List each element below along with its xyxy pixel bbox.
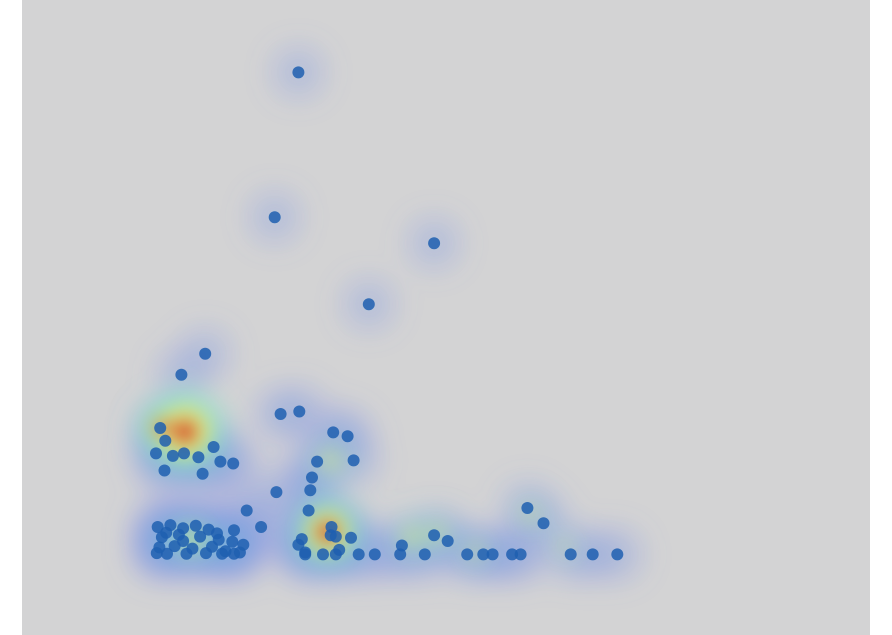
data-point: [274, 408, 287, 420]
data-point: [177, 535, 190, 547]
data-point: [428, 237, 441, 250]
data-point: [292, 66, 305, 79]
data-point: [175, 368, 188, 381]
data-point: [228, 524, 240, 537]
data-point: [394, 548, 407, 561]
data-point: [159, 434, 172, 447]
data-point: [304, 484, 317, 497]
data-point: [521, 502, 534, 514]
data-point: [327, 426, 340, 439]
data-point: [564, 548, 577, 561]
chart-frame: [22, 0, 870, 635]
data-point: [240, 504, 253, 517]
data-point: [178, 447, 190, 460]
data-point: [317, 548, 329, 561]
data-point: [161, 547, 173, 560]
data-point: [150, 547, 163, 560]
density-hotspot-mid: [317, 447, 344, 474]
data-point: [441, 535, 454, 547]
data-point: [292, 538, 305, 551]
data-point: [486, 548, 499, 561]
data-point: [368, 548, 381, 561]
data-point: [192, 451, 205, 464]
data-point: [150, 447, 162, 460]
data-point: [477, 548, 490, 561]
data-point: [228, 547, 240, 560]
data-point: [270, 486, 283, 499]
data-point: [227, 457, 240, 470]
data-points-layer: [150, 66, 624, 561]
data-point: [418, 548, 431, 561]
data-point: [160, 526, 173, 539]
data-point: [151, 521, 164, 533]
data-point: [268, 211, 281, 224]
data-point: [537, 517, 550, 530]
data-point: [189, 519, 202, 532]
data-point: [255, 521, 268, 533]
data-point: [311, 455, 324, 468]
data-point: [329, 548, 342, 561]
data-point: [506, 548, 519, 561]
data-point: [214, 455, 227, 468]
data-point: [352, 548, 365, 561]
data-point: [302, 504, 315, 517]
data-point: [306, 471, 318, 484]
data-point: [211, 527, 223, 540]
data-point: [293, 405, 306, 418]
data-point: [586, 548, 599, 561]
data-point: [345, 531, 357, 544]
data-point: [514, 548, 527, 561]
data-point: [166, 449, 179, 462]
scatter-density-plot: [22, 0, 870, 635]
data-point: [428, 529, 441, 542]
data-point: [461, 548, 474, 561]
data-point: [154, 422, 167, 434]
data-point: [196, 467, 209, 480]
data-point: [207, 441, 220, 453]
data-point: [362, 298, 375, 311]
data-point: [329, 530, 342, 543]
data-point: [347, 454, 360, 467]
data-point: [216, 547, 229, 560]
data-point: [180, 547, 193, 560]
data-point: [341, 430, 354, 443]
data-point: [200, 547, 212, 560]
data-point: [299, 548, 312, 561]
data-point: [611, 548, 624, 561]
data-point: [158, 464, 171, 477]
data-point: [226, 535, 239, 548]
data-point: [194, 530, 207, 543]
data-point: [395, 539, 408, 552]
data-point: [199, 347, 212, 360]
